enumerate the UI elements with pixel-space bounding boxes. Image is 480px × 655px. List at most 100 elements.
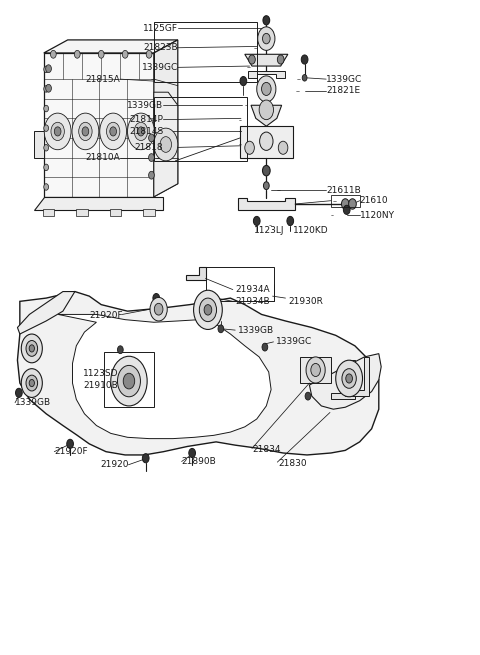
Circle shape [46, 84, 51, 92]
Circle shape [138, 127, 144, 136]
Circle shape [277, 55, 284, 64]
Circle shape [287, 216, 294, 225]
Circle shape [260, 132, 273, 151]
Circle shape [26, 341, 37, 356]
Circle shape [82, 127, 89, 136]
Circle shape [98, 50, 104, 58]
Polygon shape [251, 105, 282, 126]
Text: 21815A: 21815A [85, 75, 120, 84]
Text: 1339GB: 1339GB [238, 326, 274, 335]
Text: 21821E: 21821E [326, 86, 360, 96]
Text: 1339GB: 1339GB [15, 398, 51, 407]
Text: 21934B: 21934B [235, 297, 270, 306]
Circle shape [253, 216, 260, 225]
Circle shape [149, 154, 155, 162]
Circle shape [258, 27, 275, 50]
Circle shape [160, 137, 171, 153]
Circle shape [305, 392, 311, 400]
Circle shape [111, 356, 147, 406]
Polygon shape [238, 198, 295, 210]
Bar [154, 22, 257, 82]
Circle shape [110, 127, 117, 136]
Circle shape [44, 125, 48, 132]
Circle shape [67, 440, 73, 449]
Circle shape [245, 141, 254, 155]
Circle shape [240, 77, 247, 86]
Text: 21890B: 21890B [181, 457, 216, 466]
Circle shape [259, 100, 274, 120]
Text: 1339GC: 1339GC [142, 63, 178, 72]
Circle shape [199, 298, 216, 322]
Text: 21834: 21834 [252, 445, 280, 454]
Circle shape [44, 145, 48, 151]
Polygon shape [34, 132, 44, 158]
Circle shape [193, 290, 222, 329]
Polygon shape [310, 354, 381, 409]
Circle shape [262, 343, 268, 351]
Text: 1123LJ: 1123LJ [254, 226, 285, 235]
Circle shape [262, 83, 271, 96]
Circle shape [122, 50, 128, 58]
Circle shape [302, 75, 307, 81]
Circle shape [154, 128, 178, 161]
Circle shape [343, 205, 350, 214]
Text: 21910B: 21910B [83, 381, 118, 390]
Text: 1120NY: 1120NY [360, 210, 395, 219]
Text: 1120KD: 1120KD [293, 226, 328, 235]
Circle shape [26, 375, 37, 391]
Circle shape [153, 293, 159, 303]
Text: 1125GF: 1125GF [143, 24, 178, 33]
Text: 21930R: 21930R [288, 297, 323, 306]
Polygon shape [331, 360, 355, 400]
Text: 1339GB: 1339GB [127, 101, 163, 110]
Polygon shape [17, 291, 379, 455]
Bar [206, 267, 274, 301]
Circle shape [29, 379, 35, 386]
Circle shape [44, 105, 48, 112]
Polygon shape [245, 54, 288, 66]
Circle shape [263, 166, 270, 176]
Text: 21814P: 21814P [130, 115, 163, 124]
Circle shape [44, 66, 48, 73]
Circle shape [149, 172, 155, 179]
Polygon shape [345, 357, 369, 396]
Circle shape [118, 346, 123, 354]
Circle shape [100, 113, 127, 150]
Text: 21814S: 21814S [129, 127, 163, 136]
Circle shape [249, 55, 255, 64]
Text: 21818: 21818 [135, 143, 163, 152]
Text: 1339GC: 1339GC [276, 337, 312, 346]
Circle shape [263, 33, 270, 44]
Circle shape [218, 325, 224, 333]
Circle shape [342, 369, 356, 388]
Circle shape [46, 65, 51, 73]
Circle shape [44, 164, 48, 171]
Circle shape [123, 373, 135, 389]
Polygon shape [240, 126, 293, 158]
Circle shape [346, 374, 352, 383]
Polygon shape [58, 314, 271, 439]
Circle shape [29, 345, 35, 352]
Text: 21611B: 21611B [326, 186, 361, 195]
Text: 21934A: 21934A [235, 285, 270, 294]
Text: 21920F: 21920F [54, 447, 88, 456]
Polygon shape [17, 291, 75, 334]
Circle shape [79, 122, 92, 141]
Text: 1339GC: 1339GC [326, 75, 362, 84]
Circle shape [15, 388, 22, 398]
Polygon shape [154, 92, 178, 196]
Bar [154, 97, 247, 161]
Polygon shape [34, 196, 163, 210]
Circle shape [348, 198, 356, 209]
Bar [144, 208, 155, 216]
Bar [76, 208, 88, 216]
Circle shape [72, 113, 99, 150]
Polygon shape [247, 126, 286, 138]
Circle shape [51, 122, 64, 141]
Circle shape [143, 454, 149, 463]
Circle shape [263, 16, 270, 25]
Text: 21920F: 21920F [89, 311, 123, 320]
Circle shape [134, 122, 148, 141]
Text: 21610: 21610 [360, 196, 388, 205]
Circle shape [44, 113, 71, 150]
